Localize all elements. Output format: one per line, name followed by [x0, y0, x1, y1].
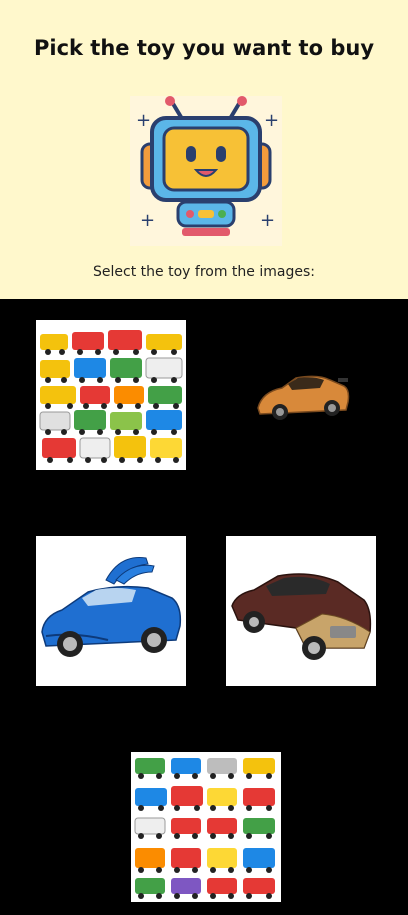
svg-text:+: + — [260, 210, 275, 231]
toy-option-orange-car[interactable] — [226, 320, 376, 470]
svg-text:+: + — [136, 110, 151, 131]
toy-cars-collection-image — [36, 320, 186, 470]
instruction-text: Select the toy from the images: — [93, 264, 315, 280]
toy-option-luxury-car[interactable] — [226, 536, 376, 686]
toy-option-race-car-collection[interactable] — [131, 752, 281, 902]
toy-option-car-collection[interactable] — [36, 320, 186, 470]
toy-grid — [0, 299, 408, 915]
race-cars-collection-image — [131, 752, 281, 902]
luxury-sedan-image — [226, 536, 376, 686]
robot-icon: + + + + — [130, 96, 282, 246]
page-title: Pick the toy you want to buy — [33, 36, 375, 60]
orange-car-image — [226, 320, 376, 470]
svg-text:+: + — [140, 210, 155, 231]
blue-suv-image — [36, 536, 186, 686]
svg-text:+: + — [264, 110, 279, 131]
header-section: Pick the toy you want to buy + + — [0, 0, 408, 299]
toy-option-blue-car[interactable] — [36, 536, 186, 686]
